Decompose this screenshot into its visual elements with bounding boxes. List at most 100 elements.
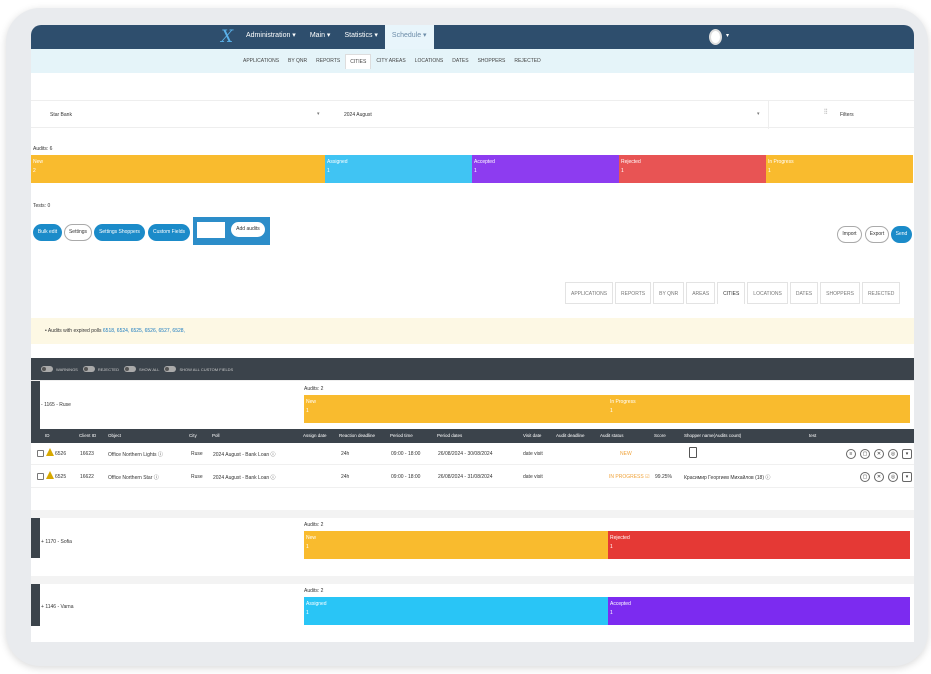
- col-score[interactable]: Score: [654, 433, 666, 438]
- tab-shoppers[interactable]: SHOPPERS: [820, 282, 860, 304]
- col-shopper-name[interactable]: Shopper name(Audits count): [684, 433, 742, 438]
- toggle-switch[interactable]: [164, 366, 177, 372]
- status-segment-new[interactable]: New 1: [304, 395, 608, 423]
- chevron-down-icon[interactable]: ▾: [317, 111, 320, 117]
- col-city[interactable]: City: [189, 433, 197, 438]
- subnav-rejected[interactable]: REJECTED: [514, 58, 541, 64]
- collapse-toggle[interactable]: -: [41, 402, 43, 408]
- tab-reports[interactable]: REPORTS: [615, 282, 652, 304]
- settings-shoppers-button[interactable]: Settings Shoppers: [94, 224, 145, 241]
- subnav-locations[interactable]: LOCATIONS: [414, 58, 444, 64]
- cell-visit-date[interactable]: date visit: [523, 474, 543, 480]
- status-segment-rejected[interactable]: Rejected 1: [608, 531, 910, 559]
- filters-button[interactable]: Filters: [840, 112, 854, 118]
- cell-id[interactable]: 6526: [55, 451, 67, 457]
- status-segment-assigned[interactable]: Assigned 1: [304, 597, 608, 625]
- toggle-switch[interactable]: [123, 366, 136, 372]
- app-logo[interactable]: X: [221, 27, 234, 47]
- col-audit-deadline[interactable]: Audit deadline: [556, 433, 585, 438]
- add-audits-button[interactable]: Add audits: [231, 222, 265, 237]
- sliders-icon[interactable]: ⫶⫶: [824, 109, 828, 116]
- col-test[interactable]: test: [809, 433, 817, 438]
- subnav-shoppers[interactable]: SHOPPERS: [477, 58, 506, 64]
- expand-toggle[interactable]: +: [41, 604, 44, 610]
- menu-administration[interactable]: Administration ▾: [246, 32, 296, 39]
- status-segment-in-progress[interactable]: In Progress 1: [766, 155, 913, 183]
- col-audit-status[interactable]: Audit status: [600, 433, 624, 438]
- group-name[interactable]: - 1165 - Ruse: [41, 402, 71, 408]
- col-reaction-deadline[interactable]: Reaction deadline: [339, 433, 376, 438]
- bulk-edit-button[interactable]: Bulk edit: [33, 224, 62, 241]
- settings-button[interactable]: Settings: [64, 224, 92, 241]
- user-avatar[interactable]: [709, 29, 722, 45]
- client-select[interactable]: Star Bank: [50, 112, 72, 118]
- settings-icon[interactable]: ◎: [888, 449, 898, 459]
- subnav-city-areas[interactable]: CITY AREAS: [376, 58, 406, 64]
- menu-statistics[interactable]: Statistics ▾: [344, 32, 378, 39]
- close-icon[interactable]: ✕: [874, 472, 884, 482]
- cell-id[interactable]: 6525: [55, 474, 67, 480]
- document-icon[interactable]: [689, 447, 697, 458]
- status-segment-assigned[interactable]: Assigned 1: [325, 155, 472, 183]
- status-segment-in-progress[interactable]: In Progress 1: [608, 395, 910, 423]
- custom-fields-button[interactable]: Custom Fields: [148, 224, 190, 241]
- status-segment-accepted[interactable]: Accepted 1: [608, 597, 910, 625]
- export-button[interactable]: Export: [865, 226, 889, 243]
- copy-icon[interactable]: ▢: [860, 449, 870, 459]
- cell-shopper[interactable]: Красимир Георгиев Михайлов (18) ⓘ: [684, 475, 771, 481]
- col-id[interactable]: ID: [45, 433, 50, 438]
- col-poll[interactable]: Poll: [212, 433, 220, 438]
- list-icon[interactable]: ≡: [846, 449, 856, 459]
- tab-locations[interactable]: LOCATIONS: [747, 282, 788, 304]
- close-icon[interactable]: ✕: [874, 449, 884, 459]
- status-segment-accepted[interactable]: Accepted 1: [472, 155, 619, 183]
- subnav-by-qnr[interactable]: BY QNR: [288, 58, 308, 64]
- subnav-applications[interactable]: APPLICATIONS: [243, 58, 280, 64]
- status-segment-new[interactable]: New 1: [304, 531, 608, 559]
- tab-by-qnr[interactable]: BY QNR: [653, 282, 685, 304]
- tab-applications[interactable]: APPLICATIONS: [565, 282, 614, 304]
- row-checkbox[interactable]: [37, 473, 44, 480]
- import-button[interactable]: Import: [837, 226, 862, 243]
- subnav-dates[interactable]: DATES: [452, 58, 469, 64]
- expand-toggle[interactable]: +: [41, 539, 44, 545]
- toggle-switch[interactable]: [82, 366, 95, 372]
- cell-visit-date[interactable]: date visit: [523, 451, 543, 457]
- group-name[interactable]: + 1170 - Sofia: [41, 539, 72, 545]
- send-button[interactable]: Send: [891, 226, 912, 243]
- period-select[interactable]: 2024 August: [344, 112, 372, 118]
- settings-icon[interactable]: ◎: [888, 472, 898, 482]
- audit-count-input[interactable]: [197, 222, 225, 238]
- toggle-warnings[interactable]: WARNINGS: [41, 366, 78, 372]
- col-period-dates[interactable]: Period dates: [437, 433, 463, 438]
- col-client-id[interactable]: Client ID: [79, 433, 97, 438]
- toggle-rejected[interactable]: REJECTED: [82, 366, 119, 372]
- chevron-down-icon[interactable]: ▾: [757, 111, 760, 117]
- row-checkbox[interactable]: [37, 450, 44, 457]
- table-row[interactable]: 6526 16623 Office Northern Lights ⓘ Ruse…: [31, 443, 914, 465]
- expired-audit-links[interactable]: 6518, 6524, 6525, 6526, 6527, 6528,: [102, 328, 185, 334]
- more-icon[interactable]: ▾: [902, 449, 912, 459]
- toggle-show-all[interactable]: SHOW ALL: [123, 366, 159, 372]
- table-row[interactable]: 6525 16622 Office Northern Star ⓘ Ruse 2…: [31, 466, 914, 488]
- group-name[interactable]: + 1146 - Varna: [41, 604, 73, 610]
- toggle-show-all-custom-fields[interactable]: SHOW ALL CUSTOM FIELDS: [164, 366, 233, 372]
- toggle-switch[interactable]: [41, 366, 53, 372]
- status-segment-new[interactable]: New 2: [31, 155, 325, 183]
- col-visit-date[interactable]: Visit date: [523, 433, 542, 438]
- status-segment-rejected[interactable]: Rejected 1: [619, 155, 766, 183]
- subnav-cities[interactable]: CITIES: [345, 53, 372, 69]
- subnav-reports[interactable]: REPORTS: [316, 58, 341, 64]
- col-object[interactable]: Object: [108, 433, 122, 438]
- tab-rejected[interactable]: REJECTED: [861, 282, 901, 304]
- more-icon[interactable]: ▾: [902, 472, 912, 482]
- tab-areas[interactable]: AREAS: [686, 282, 716, 304]
- col-assign-date[interactable]: Assign date: [303, 433, 327, 438]
- chevron-down-icon[interactable]: ▾: [726, 33, 730, 39]
- menu-main[interactable]: Main ▾: [309, 32, 331, 39]
- menu-schedule[interactable]: Schedule ▾: [384, 25, 434, 49]
- tab-dates[interactable]: DATES: [789, 282, 819, 304]
- col-period-time[interactable]: Period time: [390, 433, 413, 438]
- copy-icon[interactable]: ▢: [860, 472, 870, 482]
- tab-cities[interactable]: CITIES: [717, 282, 746, 304]
